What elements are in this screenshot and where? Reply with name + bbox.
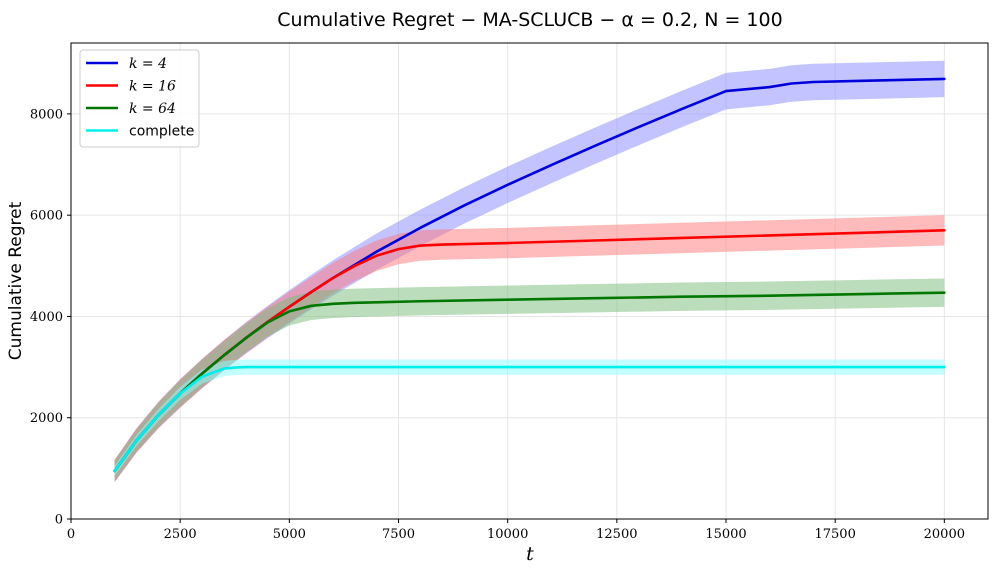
band-complete: [114, 359, 945, 476]
confidence-bands: [114, 60, 945, 483]
legend-label: complete: [129, 124, 194, 140]
line-complete: [113, 365, 946, 473]
band-k-64: [114, 278, 945, 482]
x-tick-label: 17500: [814, 527, 855, 542]
y-tick-label: 0: [55, 513, 63, 528]
chart-title: Cumulative Regret − MA-SCLUCB − α = 0.2,…: [277, 9, 782, 31]
line-k-4: [113, 77, 946, 473]
legend-label: k = 64: [129, 101, 176, 117]
legend-box: [79, 49, 200, 148]
legend-label: k = 16: [129, 79, 176, 95]
x-tick-label: 15000: [705, 527, 746, 542]
band-k-4: [114, 60, 945, 483]
x-tick-label: 2500: [164, 527, 197, 542]
x-tick-label: 12500: [596, 527, 637, 542]
axis-ticks: 0 2500 5000 7500 10000 12500 15000 17500 20000 0 2…: [30, 107, 965, 542]
line-k-64: [113, 291, 946, 473]
plot-frame: [70, 42, 989, 520]
x-tick-label: 7500: [382, 527, 415, 542]
y-tick-label: 2000: [30, 411, 63, 426]
legend-label: k = 4: [129, 56, 167, 72]
y-tick-label: 8000: [30, 107, 63, 122]
y-tick-label: 4000: [30, 310, 63, 325]
x-axis-label: t: [526, 543, 534, 565]
series-lines: [113, 77, 946, 473]
legend: k = 4 k = 16 k = 64 complete: [79, 49, 200, 148]
y-tick-label: 6000: [30, 209, 63, 224]
y-axis-label: Cumulative Regret: [6, 201, 26, 360]
x-tick-label: 5000: [273, 527, 306, 542]
x-tick-label: 10000: [487, 527, 528, 542]
band-k-16: [114, 215, 945, 483]
x-tick-label: 0: [67, 527, 75, 542]
x-tick-label: 20000: [924, 527, 965, 542]
